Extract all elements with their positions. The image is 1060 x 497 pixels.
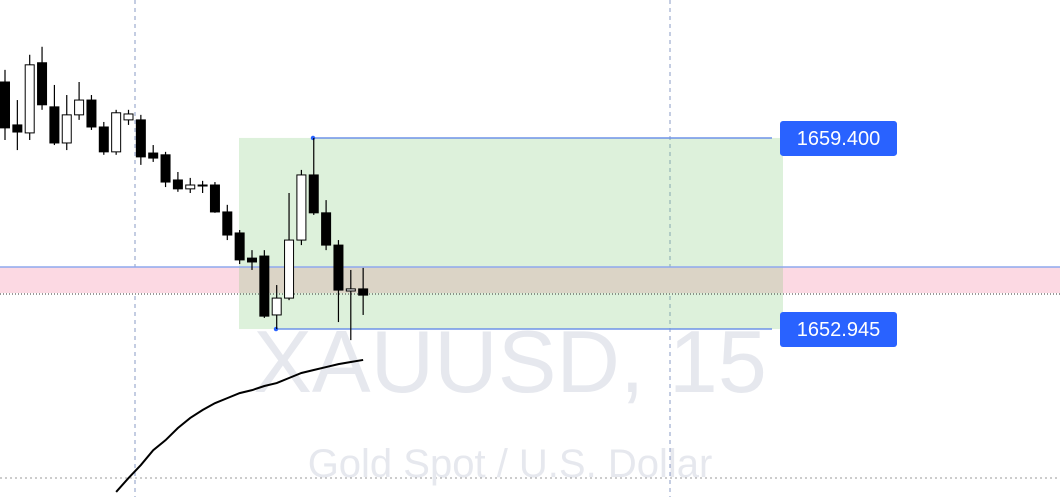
moving-average bbox=[115, 358, 364, 493]
candle-body bbox=[209, 184, 220, 213]
candle-body bbox=[160, 154, 171, 183]
candle-body bbox=[308, 174, 319, 214]
watermark-subtitle: Gold Spot / U.S. Dollar bbox=[308, 442, 713, 486]
candle-body bbox=[86, 99, 97, 128]
candle-body bbox=[148, 152, 159, 159]
candle-body bbox=[259, 255, 270, 317]
candle-body bbox=[284, 239, 295, 299]
candle-body bbox=[74, 99, 85, 116]
candle-body bbox=[123, 113, 134, 121]
price-label-box bbox=[780, 120, 897, 156]
candle-body bbox=[98, 126, 109, 153]
candle-body bbox=[345, 288, 356, 292]
candle-body bbox=[37, 62, 48, 106]
position-zone bbox=[239, 137, 783, 330]
price-label: 1659.400 bbox=[797, 128, 880, 150]
candle-body bbox=[0, 81, 10, 129]
candle-body bbox=[111, 112, 122, 153]
candle-body bbox=[271, 297, 282, 316]
candle-body bbox=[185, 184, 196, 190]
candle-body bbox=[247, 257, 257, 263]
candle-body bbox=[12, 124, 23, 133]
price-label: 1652.945 bbox=[797, 319, 880, 341]
candle-body bbox=[333, 244, 344, 291]
candle-body bbox=[358, 288, 369, 296]
price-label-box bbox=[780, 312, 897, 348]
candle-body bbox=[234, 232, 245, 261]
price-band bbox=[0, 267, 1060, 293]
candle-body bbox=[296, 174, 307, 241]
candle-body bbox=[61, 114, 72, 144]
candle-body bbox=[172, 179, 183, 190]
candle-body bbox=[135, 119, 146, 158]
anchor-point bbox=[273, 326, 279, 332]
candle-body bbox=[24, 64, 35, 134]
candle-body bbox=[49, 106, 60, 144]
candle-body bbox=[321, 212, 332, 246]
anchor-point bbox=[310, 135, 316, 141]
candle-body bbox=[197, 184, 208, 187]
candle-body bbox=[222, 211, 233, 236]
